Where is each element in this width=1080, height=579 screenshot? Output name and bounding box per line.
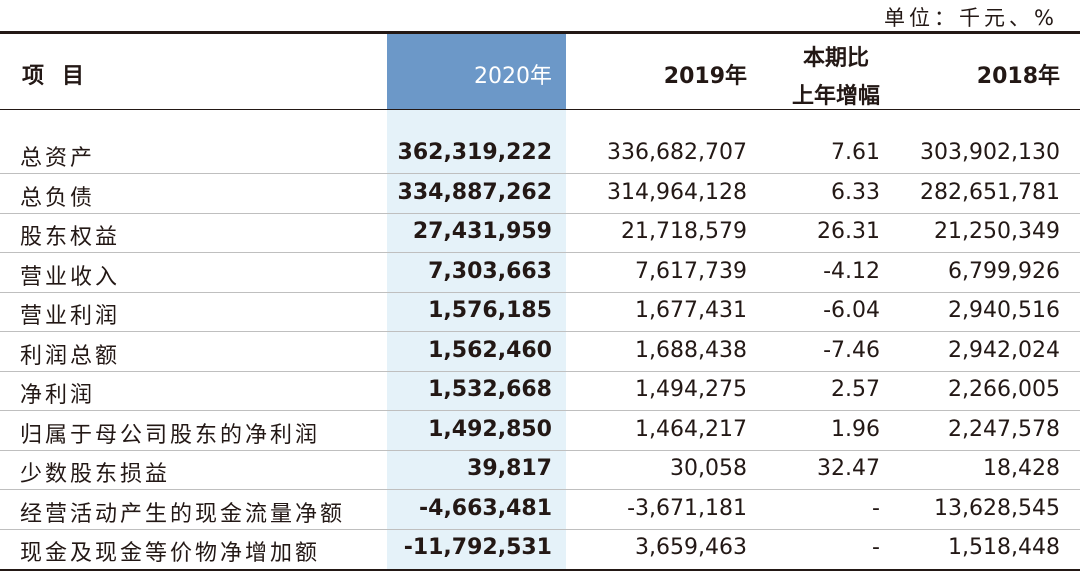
table-row: 净利润 1,532,668 1,494,275 2.57 2,266,005 <box>0 372 1080 411</box>
table-row: 经营活动产生的现金流量净额 -4,663,481 -3,671,181 - 13,628… <box>0 491 1080 530</box>
table-bottom-rule <box>0 569 1080 571</box>
header-change-line2: 上年增幅 <box>791 84 880 109</box>
table-row: 营业收入 7,303,663 7,617,739 -4.12 6,799,926 <box>0 254 1080 293</box>
row-value-2020: 27,431,959 <box>412 219 552 244</box>
row-value-2019: 1,464,217 <box>635 416 747 442</box>
table-top-rule <box>0 31 1080 34</box>
row-value-2018: 1,518,448 <box>948 535 1060 560</box>
row-change: - <box>872 535 880 560</box>
row-change: 26.31 <box>817 219 880 244</box>
table-row: 归属于母公司股东的净利润 1,492,850 1,464,217 1.96 2,247,… <box>0 412 1080 451</box>
row-change: 6.33 <box>831 179 880 205</box>
row-divider <box>0 410 1080 411</box>
row-name: 营业收入 <box>20 264 121 290</box>
row-divider <box>0 212 1080 214</box>
row-name: 营业利润 <box>20 304 121 329</box>
row-divider <box>0 331 1080 332</box>
row-value-2020: 1,492,850 <box>428 416 552 442</box>
table-row: 少数股东损益 39,817 30,058 32.47 18,428 <box>0 451 1080 490</box>
row-change: -7.46 <box>823 337 880 363</box>
row-change: -6.04 <box>823 298 880 323</box>
row-change: 2.57 <box>831 377 880 402</box>
highlight-2020-header <box>387 34 566 110</box>
row-value-2020: 1,532,668 <box>428 377 552 402</box>
row-name: 经营活动产生的现金流量净额 <box>20 501 346 527</box>
row-value-2018: 2,266,005 <box>948 377 1060 402</box>
row-value-2018: 303,902,130 <box>920 140 1060 165</box>
row-value-2020: 1,562,460 <box>428 337 552 363</box>
row-value-2019: 1,688,438 <box>635 337 747 363</box>
row-divider <box>0 489 1080 490</box>
table-row: 营业利润 1,576,185 1,677,431 -6.04 2,940,516 <box>0 293 1080 332</box>
row-name: 股东权益 <box>20 225 121 250</box>
row-change: - <box>872 495 880 521</box>
header-2019: 2019年 <box>663 64 747 89</box>
row-value-2020: 362,319,222 <box>397 140 552 165</box>
table-row: 股东权益 27,431,959 21,718,579 26.31 21,250,349 <box>0 214 1080 253</box>
row-value-2019: 7,617,739 <box>635 258 747 284</box>
header-rule <box>0 109 1080 110</box>
row-value-2019: 1,677,431 <box>635 298 747 323</box>
row-value-2019: 3,659,463 <box>635 535 747 560</box>
row-value-2019: 336,682,707 <box>607 140 747 165</box>
row-change: -4.12 <box>823 258 880 284</box>
row-value-2018: 6,799,926 <box>948 258 1060 284</box>
row-name: 总负债 <box>20 185 96 211</box>
row-value-2020: -4,663,481 <box>419 495 552 521</box>
row-name: 总资产 <box>20 146 96 171</box>
unit-note: 单位：千元、% <box>884 6 1058 30</box>
row-value-2019: 1,494,275 <box>635 377 747 402</box>
row-value-2020: 39,817 <box>467 456 552 481</box>
row-value-2018: 13,628,545 <box>934 495 1060 521</box>
header-item: 项目 <box>22 64 103 89</box>
row-change: 32.47 <box>817 456 880 481</box>
row-value-2019: 21,718,579 <box>621 219 747 244</box>
table-row: 总负债 334,887,262 314,964,128 6.33 282,651,781 <box>0 175 1080 214</box>
row-divider <box>0 528 1080 530</box>
row-divider <box>0 252 1080 253</box>
row-value-2018: 2,940,516 <box>948 298 1060 323</box>
row-name: 现金及现金等价物净增加额 <box>20 541 321 566</box>
table-row: 利润总额 1,562,460 1,688,438 -7.46 2,942,024 <box>0 333 1080 372</box>
row-change: 7.61 <box>831 140 880 165</box>
table-row: 现金及现金等价物净增加额 -11,792,531 3,659,463 - 1,518,4… <box>0 530 1080 569</box>
row-value-2019: 30,058 <box>670 456 747 481</box>
row-divider <box>0 449 1080 451</box>
row-change: 1.96 <box>831 416 880 442</box>
highlight-2020-column <box>387 110 566 570</box>
row-divider <box>0 291 1080 293</box>
row-name: 少数股东损益 <box>20 462 171 487</box>
header-2018: 2018年 <box>976 64 1060 89</box>
row-value-2020: 7,303,663 <box>428 258 552 284</box>
row-divider <box>0 370 1080 372</box>
header-change-line1: 本期比 <box>802 46 869 71</box>
header-change: 本期比 上年增幅 <box>792 40 880 116</box>
row-value-2018: 18,428 <box>983 456 1060 481</box>
row-value-2019: 314,964,128 <box>607 179 747 205</box>
row-value-2020: 334,887,262 <box>397 179 552 205</box>
row-value-2018: 2,942,024 <box>948 337 1060 363</box>
row-value-2020: 1,576,185 <box>428 298 552 323</box>
row-value-2018: 2,247,578 <box>948 416 1060 442</box>
row-value-2018: 21,250,349 <box>934 219 1060 244</box>
header-2020: 2020年 <box>474 64 552 89</box>
row-name: 利润总额 <box>20 343 121 369</box>
row-value-2020: -11,792,531 <box>403 535 552 560</box>
row-value-2018: 282,651,781 <box>920 179 1060 205</box>
row-name: 净利润 <box>20 383 96 408</box>
row-divider <box>0 173 1080 174</box>
row-value-2019: -3,671,181 <box>627 495 747 521</box>
row-name: 归属于母公司股东的净利润 <box>20 422 321 448</box>
table-row: 总资产 362,319,222 336,682,707 7.61 303,902,130 <box>0 135 1080 174</box>
